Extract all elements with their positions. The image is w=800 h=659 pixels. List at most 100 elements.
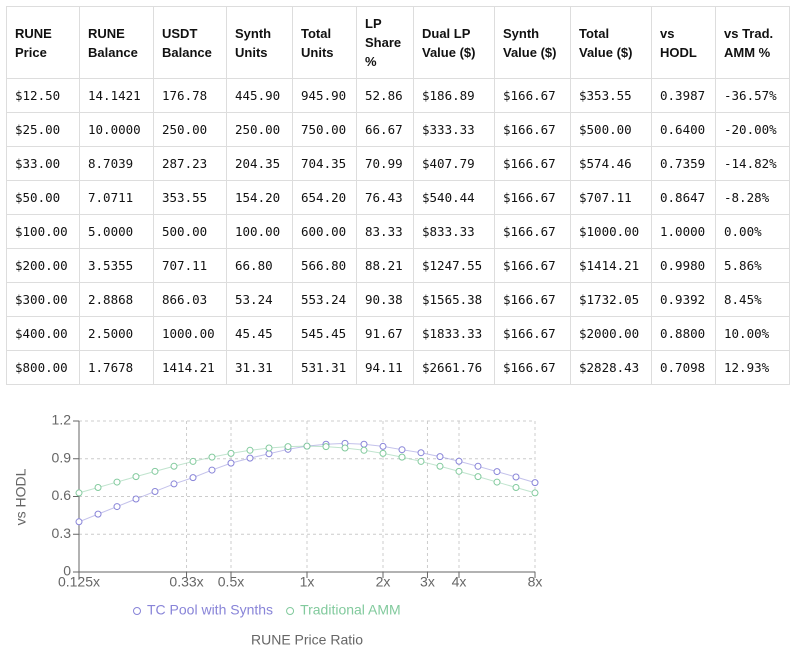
data-point <box>151 467 159 475</box>
data-point <box>493 478 501 486</box>
data-point <box>398 446 406 454</box>
table-cell: $166.67 <box>494 350 571 385</box>
table-cell: 353.55 <box>153 180 227 215</box>
table-cell: -14.82% <box>715 146 790 181</box>
data-point <box>474 462 482 470</box>
table-cell: $166.67 <box>494 282 571 317</box>
table-cell: 0.7359 <box>651 146 716 181</box>
data-point <box>208 453 216 461</box>
table-row: $300.00 2.8868 866.03 53.24 553.24 90.38 $1565… <box>6 282 790 317</box>
table-cell: $1247.55 <box>413 248 495 283</box>
data-point <box>265 444 273 452</box>
table-cell: $574.46 <box>570 146 652 181</box>
legend-label: Traditional AMM <box>300 602 401 618</box>
data-point <box>322 443 330 451</box>
data-point <box>360 440 368 448</box>
x-tick-label: 0.33x <box>169 574 203 590</box>
legend-marker <box>133 607 141 615</box>
table-cell: 250.00 <box>153 112 227 147</box>
table-cell: 0.8800 <box>651 316 716 351</box>
table-cell: 654.20 <box>292 180 357 215</box>
data-point <box>132 495 140 503</box>
table-cell: 0.9980 <box>651 248 716 283</box>
table-cell: $500.00 <box>570 112 652 147</box>
data-point <box>227 459 235 467</box>
data-point <box>113 503 121 511</box>
table-cell: $166.67 <box>494 112 571 147</box>
data-point <box>75 518 83 526</box>
column-header: USDT Balance <box>153 6 227 79</box>
table-cell: $400.00 <box>6 316 80 351</box>
data-point <box>189 474 197 482</box>
table-cell: 52.86 <box>356 78 414 113</box>
data-point <box>417 457 425 465</box>
column-header: Total Units <box>292 6 357 79</box>
y-tick-label: 0.3 <box>52 525 72 541</box>
table-cell: -20.00% <box>715 112 790 147</box>
table-cell: 100.00 <box>226 214 293 249</box>
table-cell: $166.67 <box>494 180 571 215</box>
data-point <box>303 442 311 450</box>
table-row: $800.00 1.7678 1414.21 31.31 531.31 94.11 $266… <box>6 350 790 385</box>
table-cell: 204.35 <box>226 146 293 181</box>
table-cell: 53.24 <box>226 282 293 317</box>
table-cell: 0.00% <box>715 214 790 249</box>
table-cell: 1.7678 <box>79 350 154 385</box>
table-cell: $833.33 <box>413 214 495 249</box>
table-cell: 5.86% <box>715 248 790 283</box>
table-cell: 94.11 <box>356 350 414 385</box>
y-axis-label: vs HODL <box>13 468 29 525</box>
x-tick-label: 0.5x <box>218 574 244 590</box>
column-header: RUNE Price <box>6 6 80 79</box>
table-cell: 545.45 <box>292 316 357 351</box>
table-cell: $540.44 <box>413 180 495 215</box>
table-cell: 553.24 <box>292 282 357 317</box>
data-point <box>341 444 349 452</box>
legend-label: TC Pool with Synths <box>147 602 273 618</box>
x-tick-label: 0.125x <box>58 574 100 590</box>
data-point <box>474 473 482 481</box>
column-header: Synth Units <box>226 6 293 79</box>
table-cell: 1000.00 <box>153 316 227 351</box>
x-tick-label: 2x <box>376 574 391 590</box>
table-cell: 176.78 <box>153 78 227 113</box>
table-cell: 10.00% <box>715 316 790 351</box>
table-cell: $2828.43 <box>570 350 652 385</box>
x-tick-label: 4x <box>452 574 467 590</box>
column-header: RUNE Balance <box>79 6 154 79</box>
data-point <box>246 454 254 462</box>
table-cell: 91.67 <box>356 316 414 351</box>
table-cell: $353.55 <box>570 78 652 113</box>
table-cell: 1414.21 <box>153 350 227 385</box>
table-row: $200.00 3.5355 707.11 66.80 566.80 88.21 $1247… <box>6 248 790 283</box>
column-header: Dual LP Value ($) <box>413 6 495 79</box>
x-tick-label: 8x <box>528 574 543 590</box>
data-point <box>379 442 387 450</box>
table-cell: 90.38 <box>356 282 414 317</box>
column-header: vs Trad. AMM % <box>715 6 790 79</box>
data-point <box>75 489 83 497</box>
table-cell: $1833.33 <box>413 316 495 351</box>
table-cell: 12.93% <box>715 350 790 385</box>
data-point <box>265 450 273 458</box>
table-cell: 0.6400 <box>651 112 716 147</box>
data-point <box>284 443 292 451</box>
data-point <box>170 462 178 470</box>
table-cell: $1732.05 <box>570 282 652 317</box>
table-cell: 287.23 <box>153 146 227 181</box>
table-cell: 531.31 <box>292 350 357 385</box>
table-cell: $300.00 <box>6 282 80 317</box>
data-point <box>512 483 520 491</box>
table-cell: 76.43 <box>356 180 414 215</box>
table-cell: 10.0000 <box>79 112 154 147</box>
table-cell: $186.89 <box>413 78 495 113</box>
table-cell: 0.3987 <box>651 78 716 113</box>
data-point <box>189 457 197 465</box>
table-cell: 0.8647 <box>651 180 716 215</box>
data-point <box>436 462 444 470</box>
column-header: vs HODL <box>651 6 716 79</box>
table-cell: $166.67 <box>494 316 571 351</box>
table-cell: $1565.38 <box>413 282 495 317</box>
data-point <box>113 478 121 486</box>
table-cell: $166.67 <box>494 248 571 283</box>
